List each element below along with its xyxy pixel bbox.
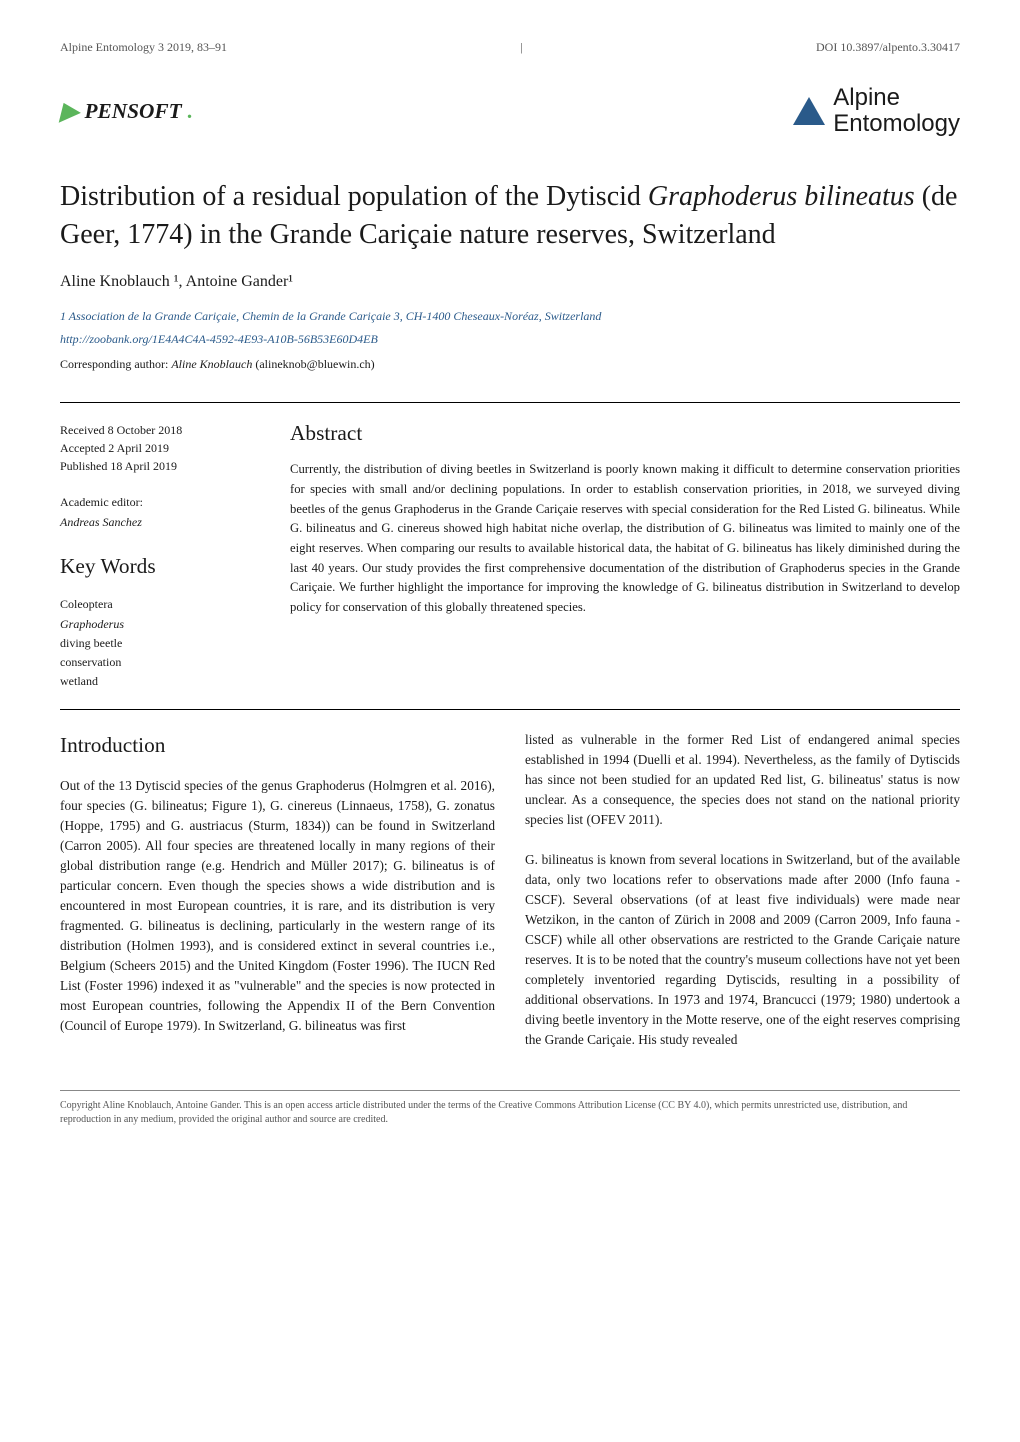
accepted-date: Accepted 2 April 2019 — [60, 439, 260, 457]
divider — [60, 709, 960, 710]
doi: DOI 10.3897/alpento.3.30417 — [816, 40, 960, 55]
journal-logo: Alpine Entomology — [793, 85, 960, 138]
keyword-item: Graphoderus — [60, 615, 260, 634]
meta-abstract-section: Received 8 October 2018 Accepted 2 April… — [60, 421, 960, 691]
divider — [60, 402, 960, 403]
published-date: Published 18 April 2019 — [60, 457, 260, 475]
introduction-heading: Introduction — [60, 730, 495, 762]
keyword-item: diving beetle — [60, 634, 260, 653]
affiliation: 1 Association de la Grande Cariçaie, Che… — [60, 309, 960, 324]
corresponding-name: Aline Knoblauch — [171, 357, 252, 371]
body-columns: Introduction Out of the 13 Dytiscid spec… — [60, 730, 960, 1050]
editor-label: Academic editor: — [60, 493, 260, 511]
intro-paragraph-1: Out of the 13 Dytiscid species of the ge… — [60, 776, 495, 1036]
abstract-column: Abstract Currently, the distribution of … — [290, 421, 960, 691]
keyword-item: Coleoptera — [60, 595, 260, 614]
dates-block: Received 8 October 2018 Accepted 2 April… — [60, 421, 260, 475]
copyright-notice: Copyright Aline Knoblauch, Antoine Gande… — [60, 1090, 960, 1127]
journal-name: Alpine Entomology — [833, 85, 960, 138]
left-column: Introduction Out of the 13 Dytiscid spec… — [60, 730, 495, 1050]
meta-column: Received 8 October 2018 Accepted 2 April… — [60, 421, 260, 691]
intro-paragraph-2: listed as vulnerable in the former Red L… — [525, 730, 960, 1050]
journal-line1: Alpine — [833, 85, 960, 111]
editor-name: Andreas Sanchez — [60, 513, 260, 531]
pensoft-arrow-icon: ▶ — [60, 97, 78, 126]
mountain-icon — [793, 97, 825, 125]
keywords-list: Coleoptera Graphoderus diving beetle con… — [60, 595, 260, 691]
corresponding-label: Corresponding author: — [60, 357, 168, 371]
authors: Aline Knoblauch ¹, Antoine Gander¹ — [60, 273, 960, 291]
article-title: Distribution of a residual population of… — [60, 178, 960, 254]
abstract-heading: Abstract — [290, 421, 960, 446]
keyword-item: wetland — [60, 672, 260, 691]
corresponding-email: (alineknob@bluewin.ch) — [255, 357, 374, 371]
corresponding-author: Corresponding author: Aline Knoblauch (a… — [60, 357, 960, 372]
pensoft-dot: . — [188, 99, 193, 124]
zoobank-link[interactable]: http://zoobank.org/1E4A4C4A-4592-4E93-A1… — [60, 332, 960, 347]
right-column: listed as vulnerable in the former Red L… — [525, 730, 960, 1050]
logos-row: ▶ PENSOFT . Alpine Entomology — [60, 85, 960, 138]
received-date: Received 8 October 2018 — [60, 421, 260, 439]
pensoft-logo: ▶ PENSOFT . — [60, 97, 193, 126]
pensoft-text: PENSOFT — [84, 99, 181, 124]
abstract-text: Currently, the distribution of diving be… — [290, 460, 960, 617]
keyword-item: conservation — [60, 653, 260, 672]
keywords-heading: Key Words — [60, 551, 260, 583]
journal-reference: Alpine Entomology 3 2019, 83–91 — [60, 40, 227, 55]
journal-line2: Entomology — [833, 111, 960, 137]
running-header: Alpine Entomology 3 2019, 83–91 | DOI 10… — [60, 40, 960, 55]
